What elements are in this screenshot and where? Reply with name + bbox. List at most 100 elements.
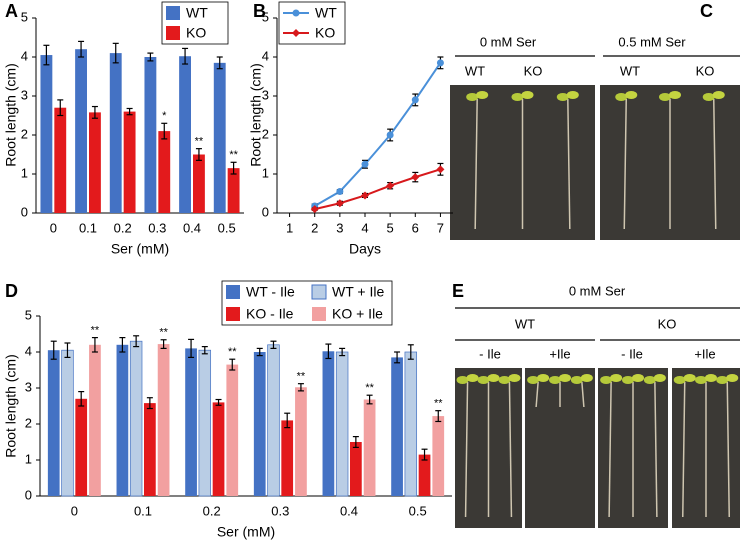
genotype-label: WT <box>465 63 485 78</box>
y-tick-label: 1 <box>21 165 28 180</box>
bar <box>158 131 171 213</box>
genotype-label: KO <box>524 63 543 78</box>
y-tick-label: 3 <box>21 87 28 102</box>
x-tick-label: 0.1 <box>79 220 97 235</box>
marker <box>436 59 444 67</box>
y-tick-label: 1 <box>25 451 32 466</box>
seedling-leaf <box>477 376 490 384</box>
condition-label: 0.5 mM Ser <box>618 34 686 49</box>
bar <box>89 344 101 496</box>
y-tick-label: 4 <box>25 343 32 358</box>
legend-swatch <box>166 26 180 40</box>
seedling-leaf <box>570 376 583 384</box>
error-bar <box>201 346 208 355</box>
seedling-leaf <box>653 374 666 382</box>
bar <box>391 357 403 496</box>
seedling-leaf <box>726 374 739 382</box>
bar <box>193 154 205 213</box>
bar <box>226 364 239 496</box>
seedling-leaf <box>615 93 628 101</box>
bar <box>47 350 60 496</box>
bar <box>350 442 362 496</box>
genotype-label: KO <box>658 316 677 331</box>
legend-label: KO <box>315 25 335 41</box>
legend-swatch <box>311 284 327 300</box>
marker <box>436 165 445 174</box>
legend-marker <box>292 9 300 17</box>
y-tick-label: 3 <box>25 379 32 394</box>
seedling-leaf <box>622 376 634 384</box>
treatment-label: - Ile <box>479 346 501 361</box>
error-bar <box>421 448 428 461</box>
x-tick-label: 2 <box>311 220 318 235</box>
legend-label: KO - Ile <box>246 306 294 322</box>
seedling-leaf <box>559 374 571 382</box>
seedling-leaf <box>466 374 479 382</box>
bar <box>404 351 418 497</box>
y-tick-label: 3 <box>262 87 269 102</box>
error-bar <box>394 351 401 364</box>
seedling-leaf <box>466 93 479 101</box>
x-tick-label: 0 <box>71 503 78 518</box>
y-tick-label: 4 <box>21 48 28 63</box>
error-bar <box>78 40 85 58</box>
bar <box>144 403 156 496</box>
seedling-leaf <box>702 93 715 101</box>
panel-label: D <box>5 281 18 301</box>
seedling-leaf <box>669 91 681 99</box>
y-tick-label: 2 <box>262 126 269 141</box>
condition-label: 0 mM Ser <box>569 283 626 298</box>
seedling-leaf <box>600 376 613 384</box>
bar <box>89 112 101 213</box>
y-tick-label: 2 <box>21 126 28 141</box>
significance-label: ** <box>195 136 204 148</box>
y-tick-label: 2 <box>25 415 32 430</box>
x-tick-label: 4 <box>361 220 368 235</box>
error-bar <box>182 47 189 65</box>
seedling-leaf <box>716 376 729 384</box>
y-tick-label: 0 <box>25 487 32 502</box>
legend-label: KO <box>186 25 206 41</box>
legend: WT KO <box>278 1 346 45</box>
seedling-root <box>567 98 571 230</box>
genotype-label: WT <box>515 316 535 331</box>
seedling-leaf <box>643 376 656 384</box>
marker <box>361 191 369 200</box>
x-tick-label: 0.4 <box>340 503 358 518</box>
y-tick-label: 1 <box>262 165 269 180</box>
genotype-label: KO <box>696 63 715 78</box>
seedling-leaf <box>487 374 500 382</box>
error-bar <box>43 44 50 66</box>
bar <box>198 349 212 497</box>
marker <box>411 173 420 182</box>
error-bar <box>57 99 64 117</box>
y-tick-label: 5 <box>25 307 32 322</box>
seedling-leaf <box>712 91 725 99</box>
legend-label: KO + Ile <box>332 306 383 322</box>
legend-swatch <box>312 307 326 321</box>
error-bar <box>78 391 85 407</box>
x-tick-label: 0.2 <box>203 503 221 518</box>
bar <box>363 399 376 496</box>
bar <box>418 454 431 496</box>
panel-label: E <box>452 281 464 301</box>
seedling-root <box>623 98 627 230</box>
bar <box>116 344 129 496</box>
seedling-root <box>608 381 612 518</box>
treatment-label: +Ile <box>694 346 715 361</box>
bar <box>267 344 280 497</box>
y-tick-label: 0 <box>262 204 269 219</box>
seedling-leaf <box>632 374 644 382</box>
x-tick-label: 5 <box>387 220 394 235</box>
x-axis-title: Days <box>349 241 381 257</box>
seedling-root <box>682 381 686 518</box>
marker <box>411 96 419 104</box>
marker <box>336 188 344 196</box>
error-bar <box>366 394 373 405</box>
y-axis-title: Root length (cm) <box>3 63 19 166</box>
legend: WT - Ile WT + Ile KO - Ile KO + Ile <box>221 280 393 326</box>
marker <box>361 160 369 168</box>
bar <box>335 351 349 497</box>
seedling-leaf <box>476 91 489 99</box>
genotype-label: WT <box>620 63 640 78</box>
